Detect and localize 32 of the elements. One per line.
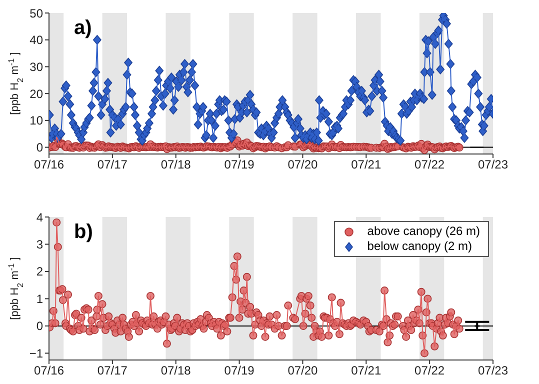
y-tick-label: 30 — [30, 60, 44, 74]
x-tick-label: 07/18 — [160, 158, 192, 172]
x-tick-label: 07/21 — [351, 364, 382, 378]
x-tick-label: 07/16 — [34, 158, 64, 172]
y-tick-label: 10 — [30, 114, 44, 128]
x-tick-label: 07/22 — [414, 364, 445, 378]
y-tick-label: 20 — [30, 86, 44, 101]
annotation: a) — [74, 17, 92, 40]
x-tick-label: 07/20 — [288, 364, 318, 378]
y-tick-label: 40 — [30, 33, 44, 48]
y-tick-label: 1 — [36, 292, 44, 306]
y-tick-label: 0 — [36, 140, 44, 155]
x-tick-label: 07/20 — [288, 158, 318, 172]
x-tick-label: 07/21 — [351, 158, 382, 172]
legend-label: below canopy (2 m) — [367, 239, 472, 254]
x-tick-label: 07/23 — [478, 364, 508, 378]
x-tick-label: 07/17 — [97, 158, 128, 172]
x-tick-label: 07/16 — [34, 364, 64, 378]
y-tick-label: −1 — [29, 346, 44, 360]
x-tick-label: 07/23 — [478, 158, 508, 172]
x-tick-label: 07/18 — [160, 364, 192, 378]
y-tick-label: 0 — [36, 319, 44, 334]
y-tick-label: 3 — [36, 238, 44, 252]
y-tick-label: 4 — [36, 210, 44, 224]
x-tick-label: 07/17 — [97, 364, 128, 378]
annotation: b) — [74, 221, 93, 244]
x-tick-label: 07/19 — [224, 364, 255, 378]
y-tick-label: 50 — [30, 6, 44, 20]
x-tick-label: 07/22 — [414, 158, 445, 172]
y-tick-label: 2 — [36, 264, 44, 279]
legend-label: above canopy (26 m) — [367, 224, 480, 239]
x-tick-label: 07/19 — [224, 158, 255, 172]
